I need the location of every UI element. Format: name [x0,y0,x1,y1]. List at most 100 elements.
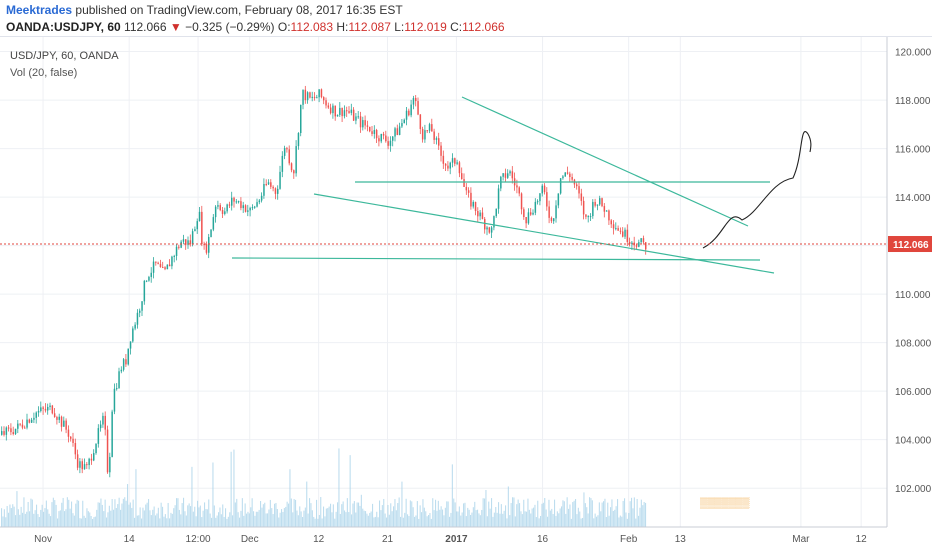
volume-bar [401,481,403,527]
candle-body [488,227,491,233]
volume-bar [107,512,109,527]
volume-bar [489,508,491,527]
volume-bar [523,499,525,527]
volume-bar [22,512,24,527]
volume-bar [331,512,333,527]
volume-bar [125,500,127,527]
candle-body [5,427,8,435]
candle-body [539,193,541,202]
volume-bar [188,503,190,527]
candle-body [638,242,640,247]
volume-bar [202,510,204,527]
volume-bar [464,502,466,527]
volume-bar [444,507,446,527]
candle-body [283,148,286,156]
volume-bar [17,509,19,527]
candle-body [417,101,419,115]
volume-bar [320,497,322,527]
x-tick-label: 21 [382,534,394,545]
volume-bar [103,511,105,527]
volume-bar [615,506,617,527]
volume-bar [48,513,50,527]
volume-bar [276,509,278,527]
volume-bar [435,499,437,527]
volume-bar [348,512,350,527]
volume-bar [643,501,645,527]
candle-body [240,201,242,209]
candle-body [392,136,394,141]
volume-bar [162,506,164,527]
volume-bar [141,518,143,527]
volume-bar [282,511,284,527]
projection-curve [702,131,812,249]
candle-body [226,204,228,212]
candle-body [578,186,580,194]
volume-bar [311,510,313,527]
candle-body [564,172,566,177]
open-value: 112.083 [290,20,334,34]
volume-bar [71,501,73,527]
volume-bar [582,517,584,527]
volume-bar [475,510,477,527]
volume-bar [33,513,35,527]
volume-bar [393,506,395,527]
volume-bar [317,518,319,527]
volume-bar [505,505,507,527]
candle-body [463,179,465,187]
volume-bar [621,516,623,527]
volume-bar [243,515,245,527]
x-tick-label: 12 [856,534,868,545]
volume-bar [600,511,602,527]
volume-bar [321,518,323,527]
volume-bar [629,501,631,527]
volume-bar [554,499,556,527]
volume-bar [281,509,283,527]
volume-bar [436,510,438,527]
volume-bar [289,469,291,527]
volume-bar [510,503,512,527]
volume-bar [540,515,542,527]
volume-bar [395,510,397,527]
low-label: L: [394,20,405,34]
author-link[interactable]: Meektrades [6,3,73,17]
candle-body [290,163,293,171]
volume-bar [408,516,410,527]
x-tick-label: Dec [241,534,259,545]
volume-bar [55,504,57,527]
symbol-label[interactable]: OANDA:USDJPY, 60 [6,20,121,34]
candle-body [532,212,534,215]
candle-body [631,242,633,245]
price-chart[interactable]: 120.000118.000116.000114.000112.000110.0… [0,37,932,550]
volume-bar [369,512,371,527]
volume-bar [220,514,222,527]
candle-body [256,202,258,207]
chart-title[interactable]: USD/JPY, 60, OANDA [10,50,119,62]
volume-bar [181,503,183,527]
volume-bar [167,502,169,527]
volume-bar [541,503,543,527]
volume-bar [477,509,479,527]
volume-bar [279,512,281,527]
volume-bar [415,515,417,527]
volume-bar [353,501,355,527]
candle-body [260,195,263,201]
volume-bar [251,498,253,527]
candle-body [320,89,323,98]
x-tick-label: 13 [675,534,687,545]
volume-bar [247,511,249,527]
volume-bar [265,513,267,527]
volume-bar [30,498,32,527]
candle-body [157,262,159,264]
volume-bar [159,518,161,527]
volume-bar [423,507,425,527]
volume-legend[interactable]: Vol (20, false) [10,67,78,79]
volume-bar [520,511,522,527]
volume-bar [286,501,288,527]
current-price-tag [888,236,932,253]
volume-bar [318,514,320,527]
volume-bar [349,455,351,527]
candle-body [394,128,396,137]
volume-bar [327,508,329,527]
volume-bar [391,511,393,527]
volume-bar [341,504,343,527]
